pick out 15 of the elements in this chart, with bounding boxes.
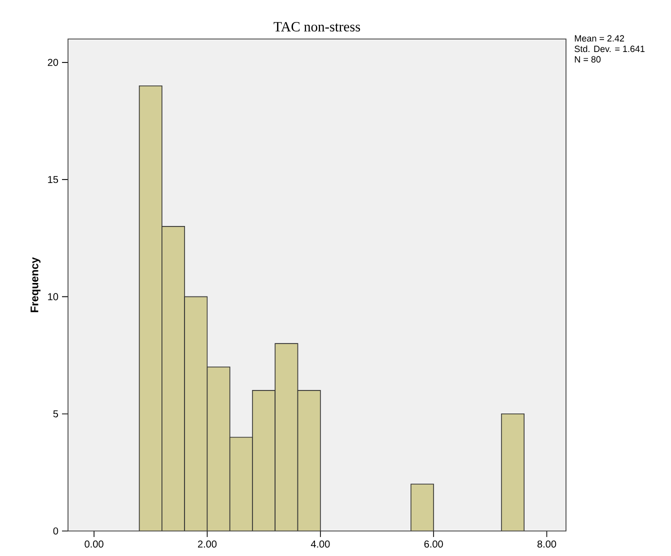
x-tick-label: 2.00 <box>198 540 217 548</box>
chart-title: TAC non-stress <box>274 22 360 32</box>
x-tick-label: 8.00 <box>537 540 556 548</box>
x-tick-label: 4.00 <box>310 540 330 548</box>
y-tick-label: 15 <box>48 176 58 184</box>
y-tick-label: 20 <box>48 58 58 66</box>
y-tick-label: 0 <box>53 527 58 535</box>
text: Mean = 2.42 <box>574 35 624 42</box>
y-tick-label: 5 <box>53 410 58 418</box>
y-tick-label: 10 <box>48 293 58 300</box>
y-axis-title: Frequency <box>30 257 40 312</box>
x-tick-label: 6.00 <box>424 540 443 548</box>
text: Std. Dev. = 1.641 <box>574 45 645 52</box>
text: N = 80 <box>574 56 601 63</box>
x-tick-label: 0.00 <box>84 540 104 548</box>
